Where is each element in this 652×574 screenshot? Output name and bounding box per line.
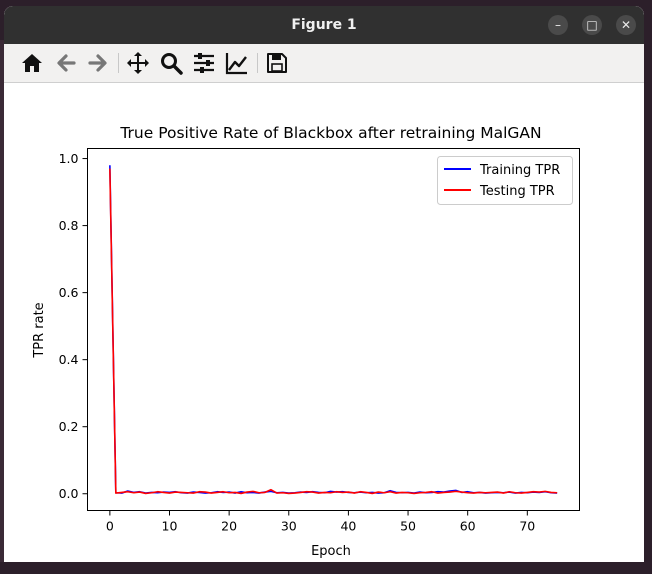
legend-label-testing: Testing TPR [479,184,555,199]
maximize-button[interactable]: □ [582,15,602,35]
background-terminal-edge [0,40,4,562]
edit-axis-button[interactable] [224,50,250,76]
back-button[interactable] [53,50,79,76]
plot-area[interactable]: True Positive Rate of Blackbox after ret… [4,83,644,562]
x-tick-label: 70 [519,519,535,534]
window-title: Figure 1 [291,17,357,33]
legend-box [437,156,573,205]
toolbar-separator [118,53,119,73]
zoom-icon [161,53,183,75]
pan-icon [127,52,149,74]
minimize-button[interactable]: – [548,15,568,35]
maximize-icon: □ [586,18,598,32]
legend: Training TPR Testing TPR [437,156,573,205]
zoom-button[interactable] [158,50,184,76]
y-axis-label: TPR rate [32,302,47,358]
y-tick-label: 1.0 [59,151,79,166]
x-tick-label: 20 [221,519,237,534]
home-icon [22,54,42,72]
y-tick-label: 0.4 [59,352,79,367]
y-tick-label: 0.6 [59,285,79,300]
chart-title: True Positive Rate of Blackbox after ret… [119,124,541,142]
axes-frame [87,148,580,511]
x-tick-label: 0 [106,519,114,534]
y-tick-label: 0.0 [59,486,79,501]
y-tick-label: 0.8 [59,218,79,233]
x-axis-label: Epoch [311,544,351,559]
y-tick-label: 0.2 [59,419,79,434]
line-chart: True Positive Rate of Blackbox after ret… [32,124,580,559]
pan-button[interactable] [125,50,151,76]
home-button[interactable] [19,50,45,76]
close-icon: ✕ [620,18,632,32]
forward-arrow-icon [88,54,107,72]
subplots-config-icon [194,53,214,73]
x-tick-label: 50 [400,519,416,534]
x-tick-label: 60 [460,519,476,534]
navigation-toolbar [4,44,644,83]
close-button[interactable]: ✕ [616,15,636,35]
series-line-1 [109,168,558,495]
minimize-icon: – [555,18,561,32]
edit-axis-icon [225,53,247,75]
forward-button[interactable] [85,50,111,76]
save-button[interactable] [264,50,290,76]
series-line-0 [109,165,558,494]
toolbar-separator [257,53,258,73]
x-tick-label: 30 [281,519,297,534]
x-tick-label: 10 [162,519,178,534]
save-icon [267,53,287,73]
x-tick-label: 40 [340,519,356,534]
title-bar[interactable]: Figure 1 – □ ✕ [4,6,644,44]
configure-subplots-button[interactable] [191,50,217,76]
figure-window: Figure 1 – □ ✕ [4,6,644,562]
legend-label-training: Training TPR [479,163,560,178]
back-arrow-icon [57,54,76,72]
